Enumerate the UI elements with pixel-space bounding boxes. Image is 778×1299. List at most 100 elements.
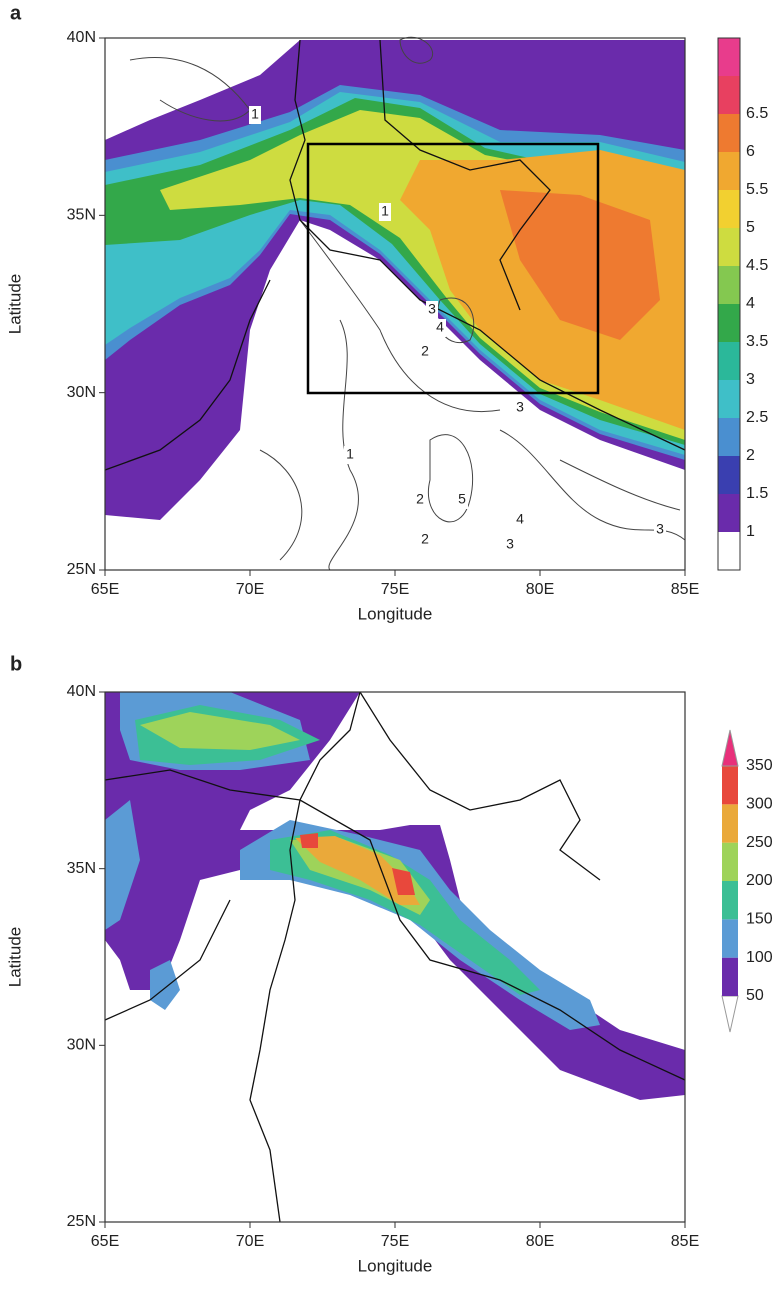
x-tick-label: 70E: [236, 581, 264, 598]
colorbar-frame: [717, 37, 741, 571]
precip-region: [300, 833, 318, 848]
border-line: [104, 769, 686, 1081]
x-tick-label: 85E: [671, 581, 699, 598]
colorbar-swatch: [721, 729, 739, 767]
contour-label-bg: [419, 343, 431, 361]
colorbar-swatch: [718, 342, 740, 380]
contour-label-bg: [654, 521, 666, 539]
x-tick-label: 65E: [91, 1233, 119, 1250]
contour-label: 4: [516, 511, 524, 527]
x-tick-label: 80E: [526, 1233, 554, 1250]
colorbar-swatch: [721, 995, 739, 1033]
colorbar-swatch: [718, 494, 740, 532]
colorbar-label: 1.5: [746, 485, 768, 502]
precip-region: [105, 800, 140, 930]
contour-label: 3: [506, 536, 514, 552]
x-tick-label: 80E: [526, 581, 554, 598]
y-axis-title: Latitude: [5, 927, 24, 988]
contour: [328, 319, 359, 571]
colorbar-label: 300: [746, 796, 773, 813]
border-line: [104, 279, 271, 471]
contour-label-bg: [504, 536, 516, 554]
colorbar-label: 250: [746, 834, 773, 851]
colorbar-label: 5: [746, 219, 755, 236]
colorbar-label: 150: [746, 911, 773, 928]
contour-label: 1: [251, 106, 259, 122]
contour-label-bg: [249, 106, 261, 124]
contour-label-bg: [456, 491, 468, 509]
contour-label: 3: [516, 399, 524, 415]
colorbar-swatch: [718, 304, 740, 342]
colorbar-label: 200: [746, 872, 773, 889]
contour-label: 2: [421, 343, 429, 359]
precip-region: [392, 868, 415, 895]
colorbar-swatch: [718, 456, 740, 494]
colorbar-label: 4.5: [746, 257, 768, 274]
colorbar-swatch: [718, 266, 740, 304]
contour-label: 5: [458, 491, 466, 507]
x-axis-title: Longitude: [358, 604, 433, 623]
colorbar-label: 6: [746, 143, 755, 160]
colorbar-swatch: [718, 380, 740, 418]
contour-label-bg: [379, 203, 391, 221]
colorbar-swatch: [718, 228, 740, 266]
y-tick-label: 30N: [67, 384, 96, 401]
colorbar-label: 100: [746, 949, 773, 966]
colorbar-label: 350: [746, 757, 773, 774]
borders: [104, 691, 686, 1223]
colorbar-label: 2: [746, 447, 755, 464]
contour-label-bg: [414, 491, 426, 509]
x-tick-label: 65E: [91, 581, 119, 598]
colorbar-label: 3: [746, 371, 755, 388]
colorbar-swatch: [718, 38, 740, 76]
y-axis-title: Latitude: [5, 274, 24, 335]
border-line: [359, 691, 601, 881]
contour-label-bg: [419, 531, 431, 549]
map-a: [104, 36, 686, 571]
colorbar-swatch: [718, 418, 740, 456]
border-line: [379, 39, 551, 311]
contour-label: 2: [421, 531, 429, 547]
border-line: [249, 691, 361, 1223]
contour-label-bg: [514, 511, 526, 529]
precip-region: [150, 960, 180, 1010]
y-tick-label: 35N: [67, 860, 96, 877]
colorbar-label: 50: [746, 987, 764, 1004]
contour-label: 1: [381, 203, 389, 219]
colorbar-label: 1: [746, 523, 755, 540]
contour: [559, 459, 681, 511]
precip-region: [140, 712, 300, 750]
contour-label: 1: [346, 446, 354, 462]
contour-label-bg: [434, 319, 446, 337]
x-tick-label: 70E: [236, 1233, 264, 1250]
colorbar-swatch: [722, 881, 738, 920]
colorbar-label: 6.5: [746, 105, 768, 122]
contour-label: 3: [428, 301, 436, 317]
colorbar-swatch: [722, 957, 738, 996]
contour: [427, 434, 474, 523]
y-tick-label: 30N: [67, 1037, 96, 1054]
contour: [299, 219, 501, 412]
x-tick-label: 75E: [381, 1233, 409, 1250]
map-b: [104, 691, 686, 1223]
colorbar-swatch: [722, 842, 738, 881]
y-tick-label: 35N: [67, 207, 96, 224]
y-tick-label: 25N: [67, 561, 96, 578]
y-tick-label: 25N: [67, 1213, 96, 1230]
borders: [104, 39, 686, 471]
colorbar-swatch: [718, 532, 740, 570]
colorbar-label: 5.5: [746, 181, 768, 198]
colorbar-swatch: [722, 766, 738, 805]
nested-domain-box: [306, 142, 600, 395]
contour-label: 2: [416, 491, 424, 507]
colorbar-swatch: [718, 190, 740, 228]
colorbar-label: 4: [746, 295, 755, 312]
x-tick-label: 85E: [671, 1233, 699, 1250]
x-tick-label: 75E: [381, 581, 409, 598]
y-tick-label: 40N: [67, 29, 96, 46]
contour-label-bg: [514, 399, 526, 417]
contour-label: 4: [436, 319, 444, 335]
contour-label: 3: [656, 521, 664, 537]
panel-label: b: [10, 653, 22, 675]
y-tick-label: 40N: [67, 683, 96, 700]
